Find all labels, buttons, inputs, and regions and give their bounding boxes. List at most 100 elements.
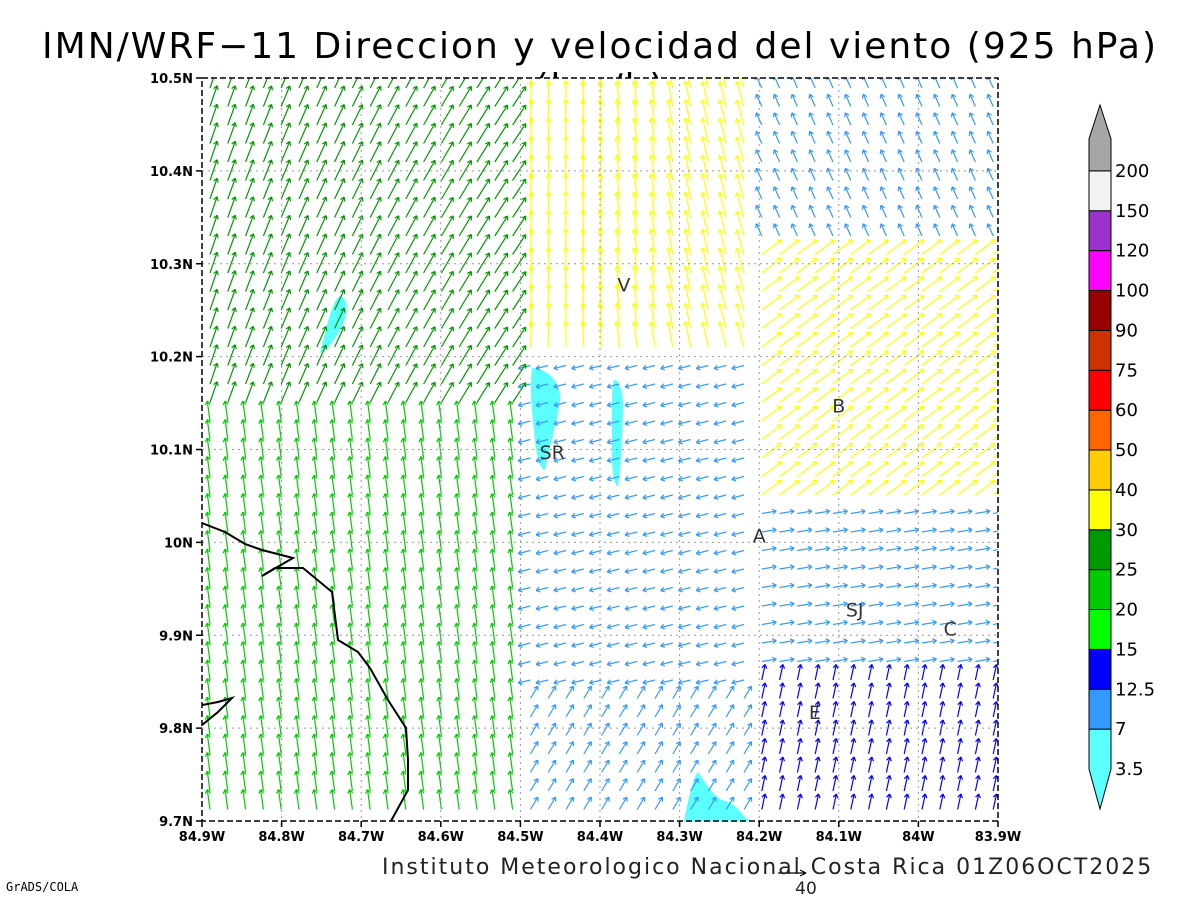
- wind-arrow: [473, 530, 478, 551]
- wind-arrow: [458, 104, 472, 126]
- colorbar-segment: [1088, 529, 1112, 571]
- station-label: E: [809, 702, 821, 724]
- wind-arrow-head: [311, 604, 318, 609]
- wind-arrow-head: [503, 160, 509, 166]
- wind-arrow-head: [937, 442, 943, 448]
- wind-arrow: [992, 305, 998, 311]
- wind-arrow-head: [597, 117, 604, 123]
- wind-arrow: [773, 204, 781, 218]
- wind-arrow-head: [507, 400, 514, 406]
- wind-arrow-head: [213, 159, 219, 165]
- wind-arrow: [939, 294, 960, 311]
- wind-arrow-head: [779, 719, 786, 725]
- wind-arrow: [939, 350, 960, 366]
- wind-arrow: [601, 741, 610, 755]
- wind-arrow: [850, 738, 855, 755]
- wind-arrow-head: [222, 622, 229, 628]
- wind-arrow: [369, 196, 382, 218]
- wind-arrow-head: [896, 656, 902, 663]
- wind-arrow: [939, 565, 955, 570]
- wind-arrow: [405, 363, 418, 385]
- wind-arrow-head: [569, 796, 575, 802]
- wind-arrow-head: [535, 383, 541, 390]
- wind-arrow-head: [896, 601, 902, 608]
- wind-arrow-head: [972, 442, 978, 448]
- wind-arrow: [331, 752, 336, 773]
- wind-arrow-head: [776, 424, 782, 430]
- wind-arrow-head: [471, 419, 478, 424]
- wind-arrow-head: [276, 419, 282, 424]
- wind-arrow: [951, 204, 959, 218]
- wind-arrow: [797, 479, 818, 496]
- wind-arrow-head: [624, 568, 630, 575]
- wind-arrow: [761, 294, 782, 311]
- wind-arrow-head: [972, 479, 978, 485]
- wind-arrow: [992, 416, 998, 422]
- wind-arrow: [642, 494, 656, 499]
- wind-arrow: [227, 289, 236, 311]
- wind-arrow-head: [919, 387, 925, 393]
- wind-arrow: [494, 160, 509, 181]
- wind-arrow: [761, 658, 777, 663]
- wind-arrow-head: [937, 461, 943, 467]
- wind-arrow: [957, 313, 978, 329]
- wind-arrow: [458, 271, 472, 292]
- wind-arrow-head: [347, 715, 354, 720]
- wind-arrow: [387, 141, 400, 163]
- wind-arrow: [654, 722, 663, 736]
- wind-arrow: [678, 549, 691, 555]
- wind-arrow: [509, 567, 514, 588]
- wind-arrow-head: [865, 331, 871, 337]
- wind-arrow-head: [640, 722, 646, 728]
- wind-arrow-head: [535, 660, 541, 667]
- wind-arrow: [814, 257, 836, 274]
- wind-arrow-head: [436, 696, 443, 702]
- wind-arrow-head: [975, 775, 981, 780]
- wind-arrow: [571, 568, 584, 573]
- wind-arrow-head: [400, 678, 407, 683]
- wind-arrow-head: [303, 140, 310, 147]
- wind-arrow: [761, 621, 777, 626]
- wind-arrow-head: [303, 214, 310, 221]
- wind-arrow: [529, 778, 539, 792]
- wind-arrow: [582, 228, 585, 255]
- wind-arrow-head: [311, 567, 318, 572]
- wind-arrow: [277, 715, 282, 736]
- wind-arrow-head: [454, 567, 460, 572]
- wind-arrow: [899, 78, 905, 89]
- wind-arrow: [933, 186, 941, 200]
- wind-arrow: [975, 350, 996, 366]
- wind-arrow-head: [794, 294, 800, 300]
- wind-arrow: [334, 381, 345, 403]
- wind-arrow-head: [347, 530, 354, 535]
- wind-arrow: [690, 759, 699, 773]
- wind-arrow-head: [204, 456, 211, 461]
- wind-arrow-head: [713, 475, 719, 482]
- wind-arrow-head: [713, 383, 719, 390]
- wind-arrow: [491, 622, 496, 644]
- wind-arrow-head: [949, 638, 955, 645]
- wind-arrow: [701, 266, 709, 292]
- wind-arrow-head: [448, 122, 454, 128]
- wind-arrow-head: [713, 531, 719, 538]
- wind-arrow-head: [812, 294, 818, 300]
- wind-arrow: [295, 493, 300, 514]
- wind-arrow-head: [642, 660, 648, 667]
- wind-arrow-head: [213, 140, 219, 146]
- wind-arrow-head: [329, 696, 336, 702]
- wind-arrow: [298, 381, 309, 403]
- wind-arrow: [862, 130, 870, 144]
- wind-arrow-head: [937, 368, 943, 374]
- wind-arrow-head: [448, 252, 454, 258]
- wind-arrow: [904, 621, 919, 626]
- wind-arrow-head: [454, 770, 460, 776]
- wind-arrow: [701, 136, 709, 163]
- wind-arrow-head: [545, 265, 552, 271]
- colorbar-segment: [1088, 489, 1112, 531]
- wind-arrow-head: [528, 117, 535, 123]
- wind-arrow: [316, 289, 327, 311]
- wind-arrow: [224, 437, 229, 459]
- wind-arrow: [761, 461, 782, 477]
- wind-arrow: [369, 344, 382, 366]
- wind-arrow: [957, 602, 973, 607]
